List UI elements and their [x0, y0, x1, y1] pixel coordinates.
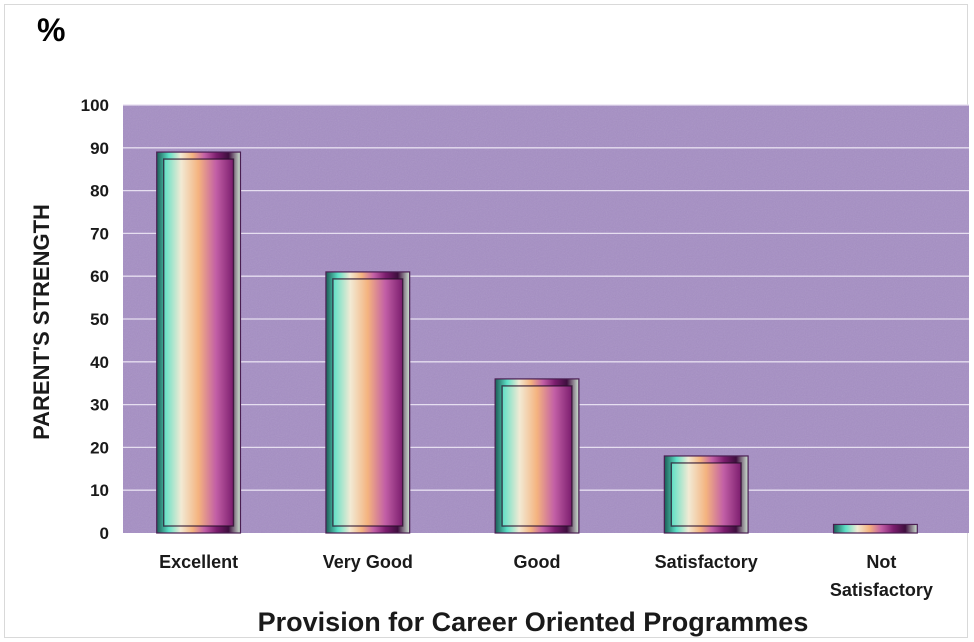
x-tick-label: Not: [866, 552, 896, 572]
x-tick-label: Excellent: [159, 552, 238, 572]
bar-bevel: [332, 278, 404, 527]
unit-label: %: [37, 12, 65, 48]
bar-bevel: [670, 462, 742, 527]
y-tick-label: 20: [90, 438, 109, 457]
bar-chart: % 0 10 20 30 40 50 60 70 80 90 100 Excellent Very G…: [29, 12, 969, 637]
y-tick-label: 70: [90, 224, 109, 243]
bar: [325, 271, 411, 534]
x-tick-label: Satisfactory: [655, 552, 758, 572]
x-axis-label: Provision for Career Oriented Programmes: [258, 607, 809, 637]
y-tick-label: 40: [90, 353, 109, 372]
bar: [832, 523, 918, 534]
bar: [156, 151, 242, 534]
bar-bevel: [501, 385, 573, 527]
x-tick-label: Satisfactory: [830, 580, 933, 600]
x-tick-label: Very Good: [323, 552, 413, 572]
y-tick-label: 0: [100, 524, 109, 543]
bar: [494, 378, 580, 534]
y-tick-label: 100: [81, 96, 109, 115]
x-axis-ticks: Excellent Very Good Good Satisfactory Not Sat…: [159, 552, 933, 600]
chart-frame: % 0 10 20 30 40 50 60 70 80 90 100 Excellent Very G…: [4, 4, 969, 638]
plot-area: [123, 104, 969, 534]
y-tick-label: 90: [90, 139, 109, 158]
y-axis-ticks: 0 10 20 30 40 50 60 70 80 90 100: [81, 96, 109, 543]
y-axis-label: PARENT'S STRENGTH: [29, 204, 54, 440]
y-tick-label: 80: [90, 182, 109, 201]
y-tick-label: 60: [90, 267, 109, 286]
bar-bevel: [163, 158, 235, 527]
bars: [156, 151, 918, 534]
bar: [663, 455, 749, 534]
bar-body: [832, 523, 918, 534]
y-tick-label: 30: [90, 396, 109, 415]
y-tick-label: 50: [90, 310, 109, 329]
y-tick-label: 10: [90, 481, 109, 500]
x-tick-label: Good: [514, 552, 561, 572]
